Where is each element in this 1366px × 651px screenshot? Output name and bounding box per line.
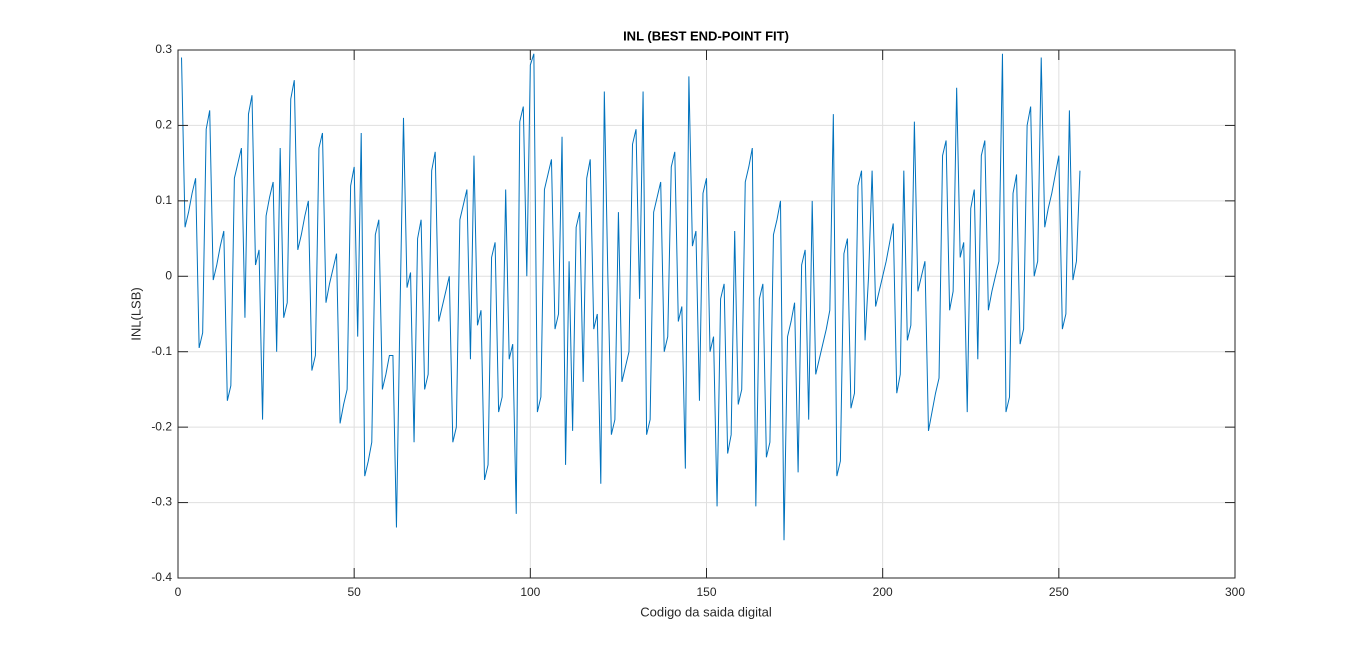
y-axis-label: INL(LSB) <box>128 287 143 340</box>
y-tick-label: -0.4 <box>151 570 172 584</box>
x-axis-label: Codigo da saida digital <box>640 604 772 619</box>
x-tick-label: 200 <box>873 585 893 599</box>
y-tick-label: 0.2 <box>155 118 172 132</box>
y-tick-label: -0.3 <box>151 495 172 509</box>
y-tick-label: 0.1 <box>155 193 172 207</box>
x-tick-label: 100 <box>520 585 540 599</box>
y-tick-label: 0.3 <box>155 42 172 56</box>
y-tick-label: -0.2 <box>151 419 172 433</box>
chart-title: INL (BEST END-POINT FIT) <box>623 28 789 43</box>
x-tick-label: 150 <box>696 585 716 599</box>
series <box>181 53 1081 541</box>
x-tick-label: 0 <box>175 585 182 599</box>
y-tick-label: -0.1 <box>151 344 172 358</box>
x-tick-label: 50 <box>347 585 361 599</box>
y-tick-label: 0 <box>165 268 172 282</box>
x-tick-label: 250 <box>1049 585 1069 599</box>
x-tick-label: 300 <box>1225 585 1245 599</box>
data-line <box>181 53 1081 541</box>
